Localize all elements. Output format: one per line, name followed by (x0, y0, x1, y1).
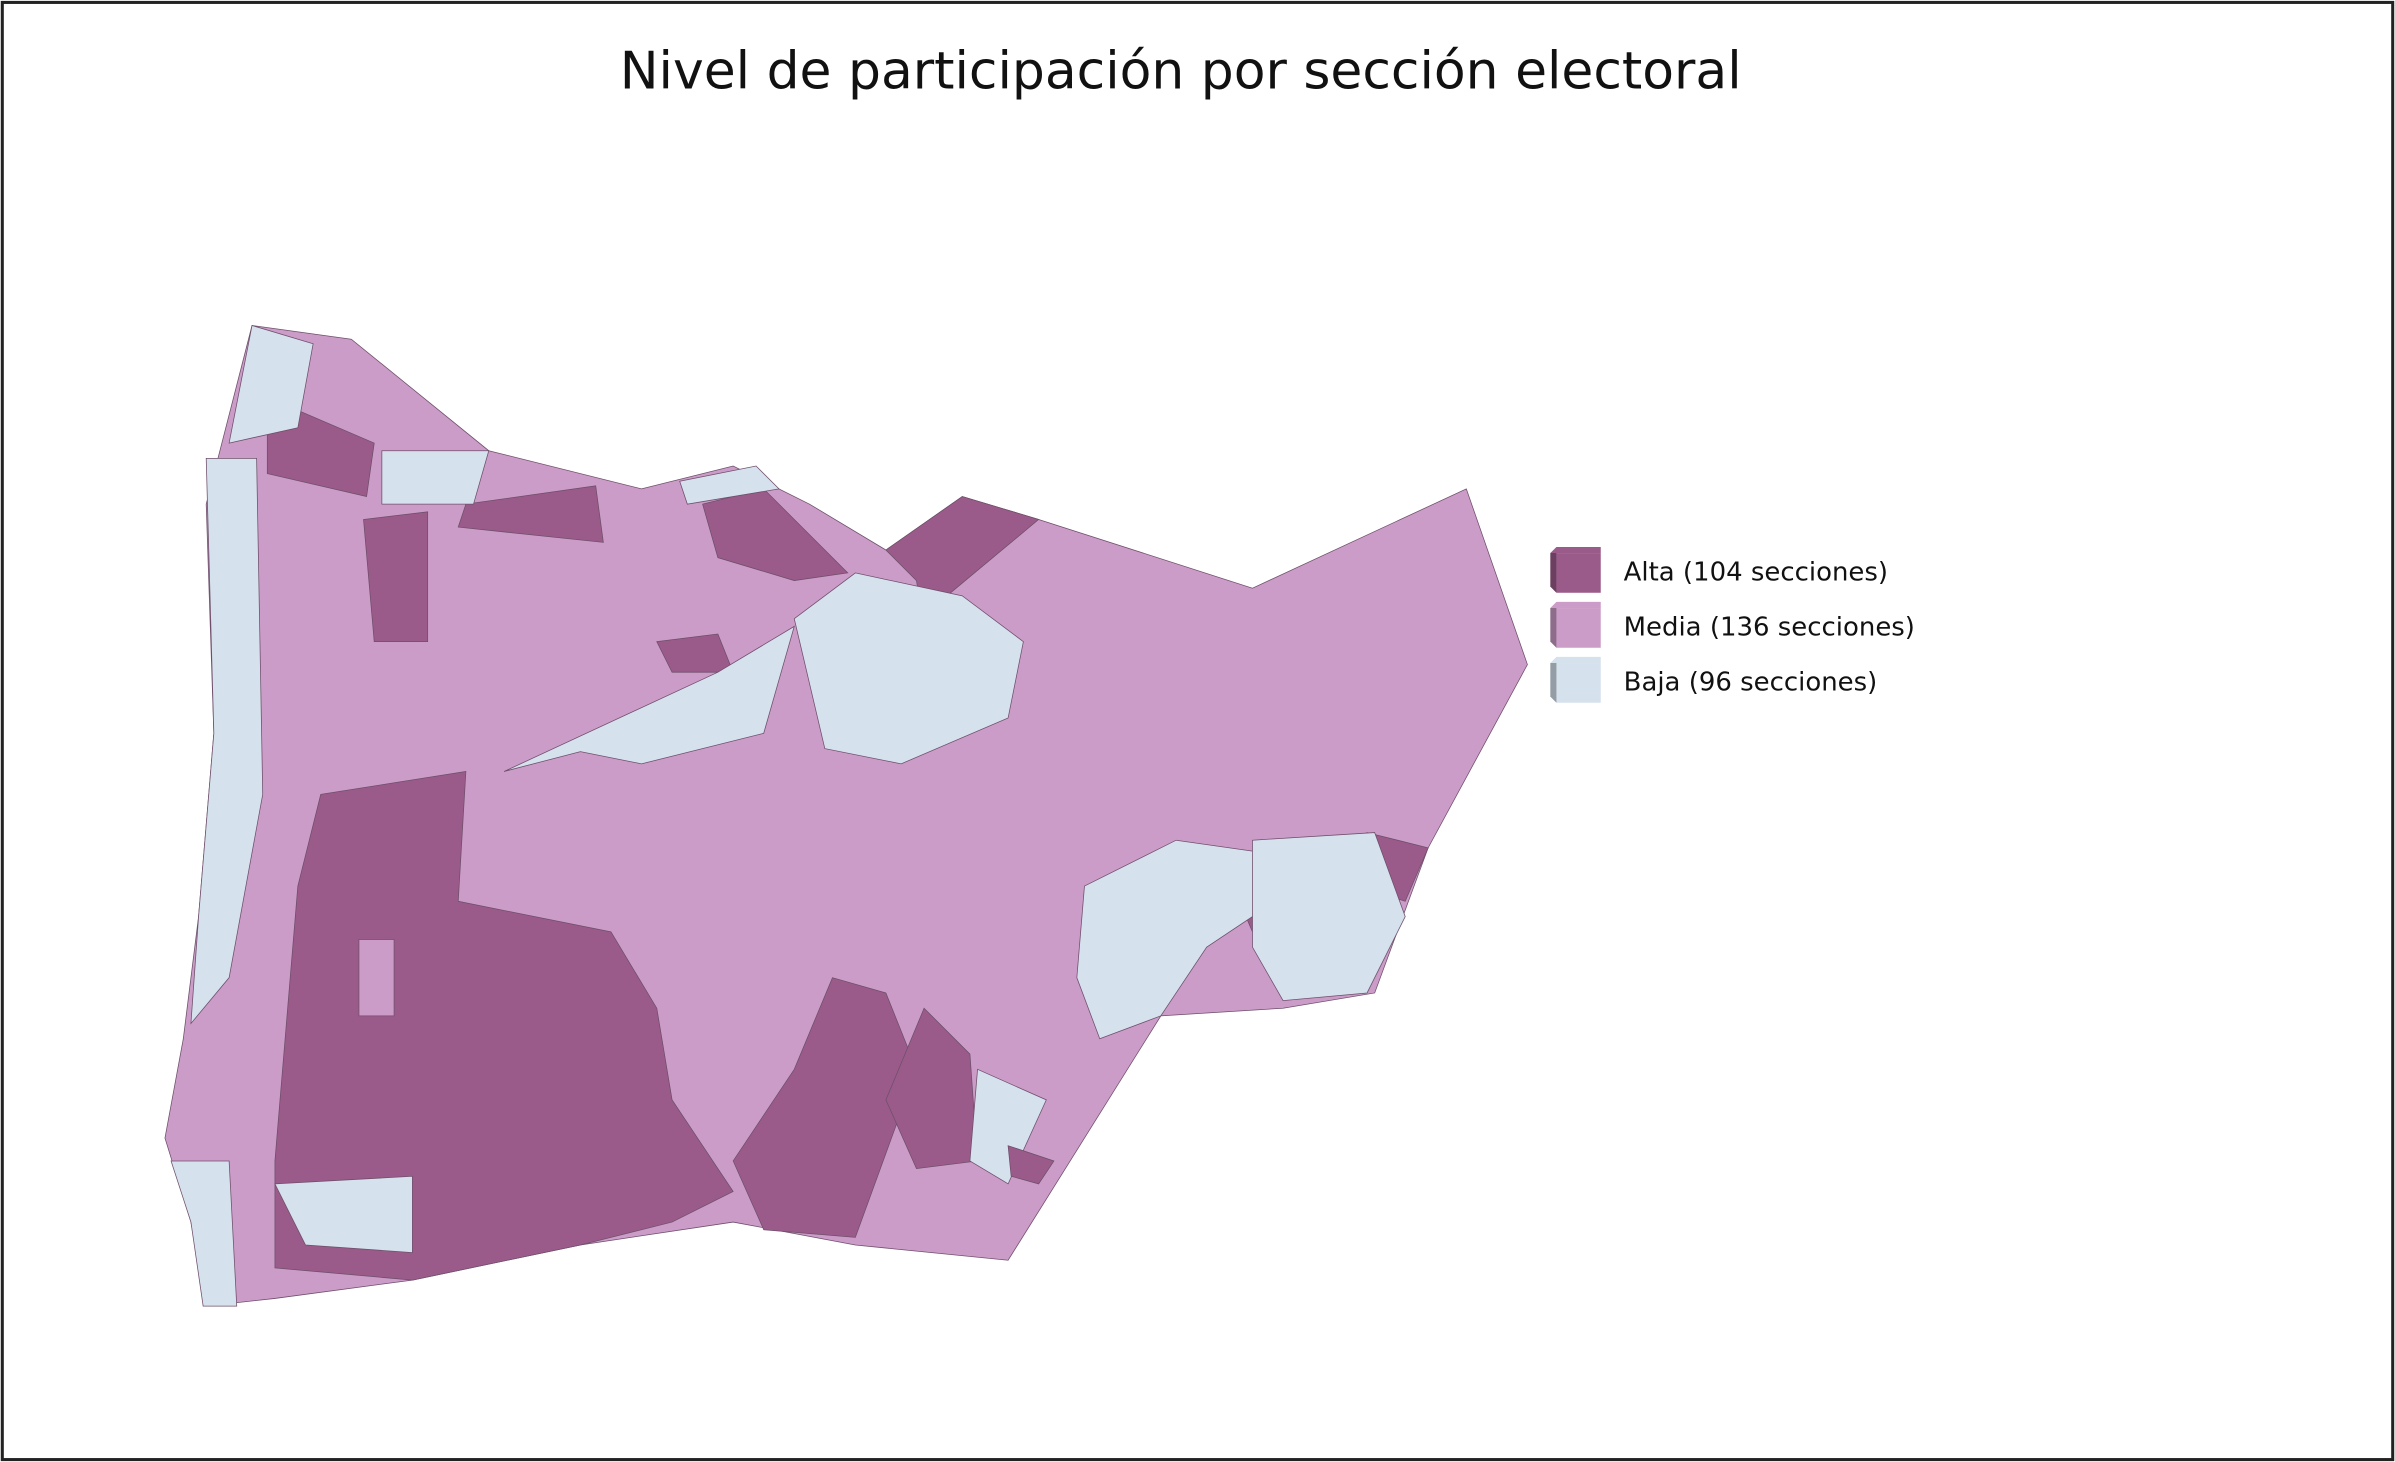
region-alta (363, 511, 429, 643)
legend-swatch (1556, 553, 1601, 593)
region-baja (190, 457, 264, 1025)
legend-swatch-side (1550, 553, 1557, 593)
region-alta (457, 485, 604, 543)
legend-swatch-top (1550, 546, 1601, 554)
region-baja (1252, 832, 1406, 1001)
region-baja (969, 1068, 1047, 1185)
region-baja (381, 450, 490, 505)
region-baja (170, 1160, 238, 1307)
region-baja (228, 324, 314, 444)
map-regions (164, 324, 1528, 1307)
legend-swatch (1556, 608, 1601, 648)
legend-swatch-shade (1550, 608, 1557, 648)
legend-swatch-top (1550, 601, 1601, 609)
region-alta (274, 771, 734, 1281)
region-baja (1076, 839, 1284, 1040)
legend-label: Baja (96 secciones) (1624, 667, 1878, 697)
region-baja (274, 1175, 413, 1254)
legend-swatch-side (1550, 663, 1557, 703)
region-alta (732, 977, 917, 1238)
legend-swatch-shade (1550, 663, 1557, 703)
region-alta (1007, 1145, 1055, 1185)
legend-swatch-shade (1550, 553, 1557, 593)
region-baja (679, 465, 780, 505)
legend: Alta (104 secciones) Media (136 secciones… (1550, 546, 1915, 703)
region-media (358, 939, 395, 1017)
legend-swatch-side (1550, 608, 1557, 648)
region-baja (793, 572, 1024, 765)
region-alta (885, 1007, 978, 1170)
map-title: Nivel de participación por sección elect… (620, 42, 1742, 102)
legend-label: Alta (104 secciones) (1624, 557, 1888, 587)
region-baja (503, 625, 795, 772)
legend-swatch (1556, 663, 1601, 703)
legend-label: Media (136 secciones) (1624, 612, 1915, 642)
legend-swatch-top (1550, 656, 1601, 664)
